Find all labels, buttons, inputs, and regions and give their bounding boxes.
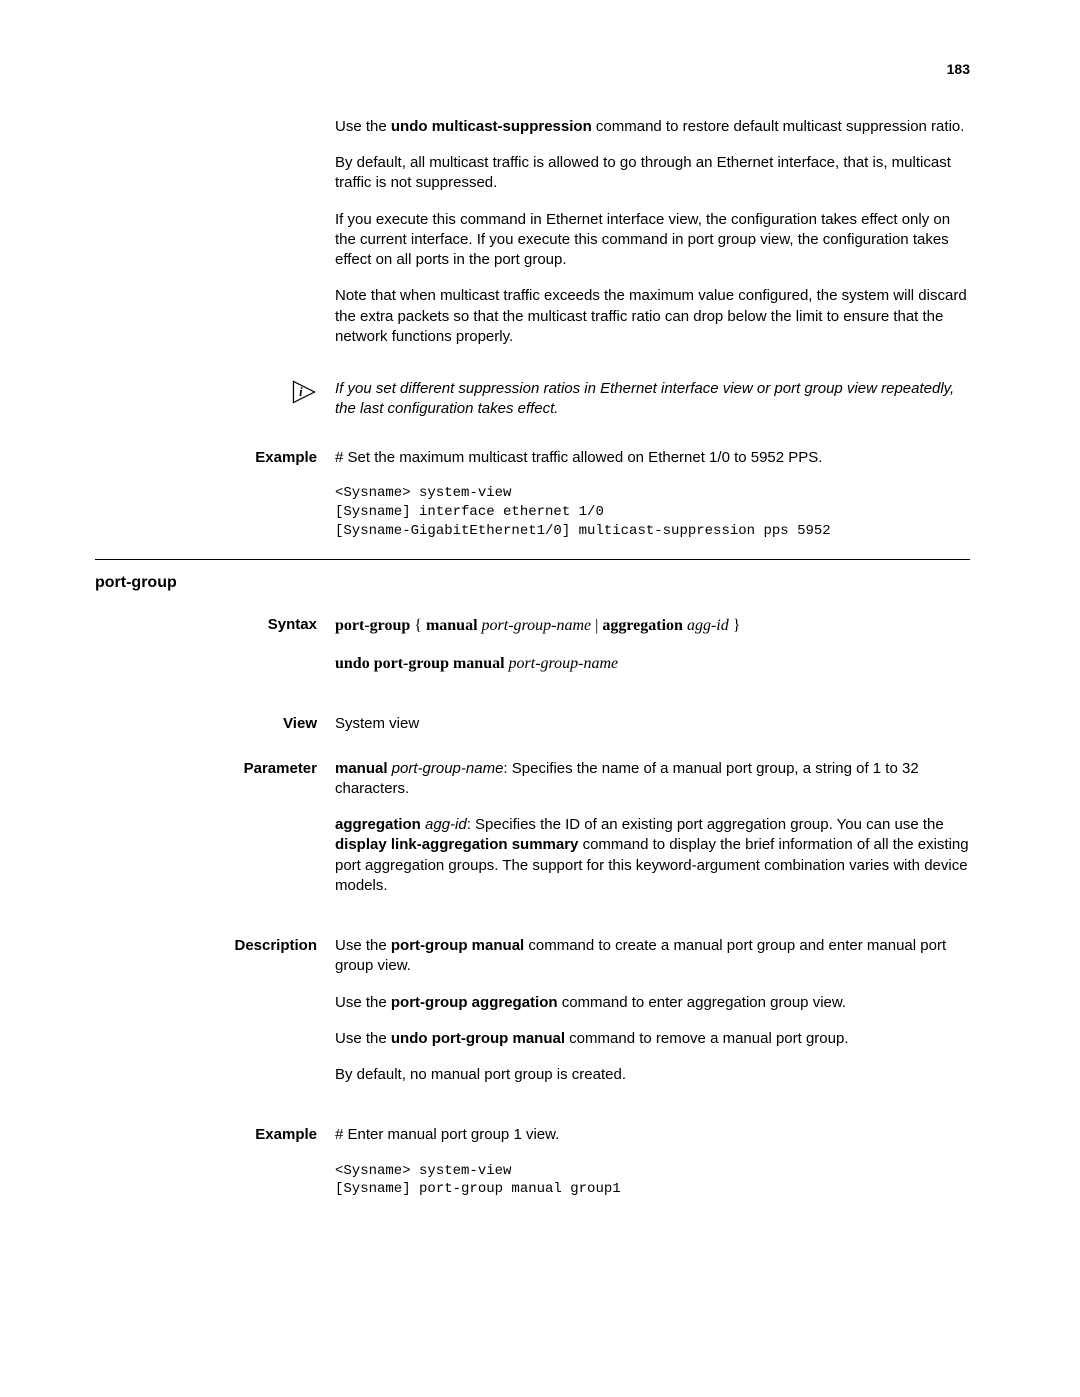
parameter-p2: aggregation agg-id: Specifies the ID of …	[335, 815, 970, 896]
syntax-line2: undo port-group manual port-group-name	[335, 653, 970, 675]
description-p4: By default, no manual port group is crea…	[335, 1065, 970, 1085]
description-label: Description	[95, 936, 335, 1101]
description-p2: Use the port-group aggregation command t…	[335, 993, 970, 1013]
example2-text: # Enter manual port group 1 view.	[335, 1125, 970, 1145]
example1-text: # Set the maximum multicast traffic allo…	[335, 448, 970, 468]
example1-label: Example	[95, 448, 335, 541]
section-divider	[95, 559, 970, 560]
page-number: 183	[95, 60, 970, 79]
example2-label: Example	[95, 1125, 335, 1199]
note-text: If you set different suppression ratios …	[335, 379, 970, 420]
intro-p3: If you execute this command in Ethernet …	[335, 210, 970, 271]
intro-p4: Note that when multicast traffic exceeds…	[335, 286, 970, 347]
view-label: View	[95, 714, 335, 734]
intro-p2: By default, all multicast traffic is all…	[335, 153, 970, 194]
section-heading: port-group	[95, 572, 970, 594]
parameter-label: Parameter	[95, 759, 335, 913]
example2-code: <Sysname> system-view [Sysname] port-gro…	[335, 1162, 970, 1200]
parameter-p1: manual port-group-name: Specifies the na…	[335, 759, 970, 800]
info-icon: i	[95, 379, 335, 420]
example1-code: <Sysname> system-view [Sysname] interfac…	[335, 484, 970, 541]
syntax-label: Syntax	[95, 615, 335, 690]
description-p1: Use the port-group manual command to cre…	[335, 936, 970, 977]
svg-text:i: i	[299, 385, 303, 399]
view-text: System view	[335, 714, 970, 734]
syntax-line1: port-group { manual port-group-name | ag…	[335, 615, 970, 637]
description-p3: Use the undo port-group manual command t…	[335, 1029, 970, 1049]
intro-p1: Use the undo multicast-suppression comma…	[335, 117, 970, 137]
